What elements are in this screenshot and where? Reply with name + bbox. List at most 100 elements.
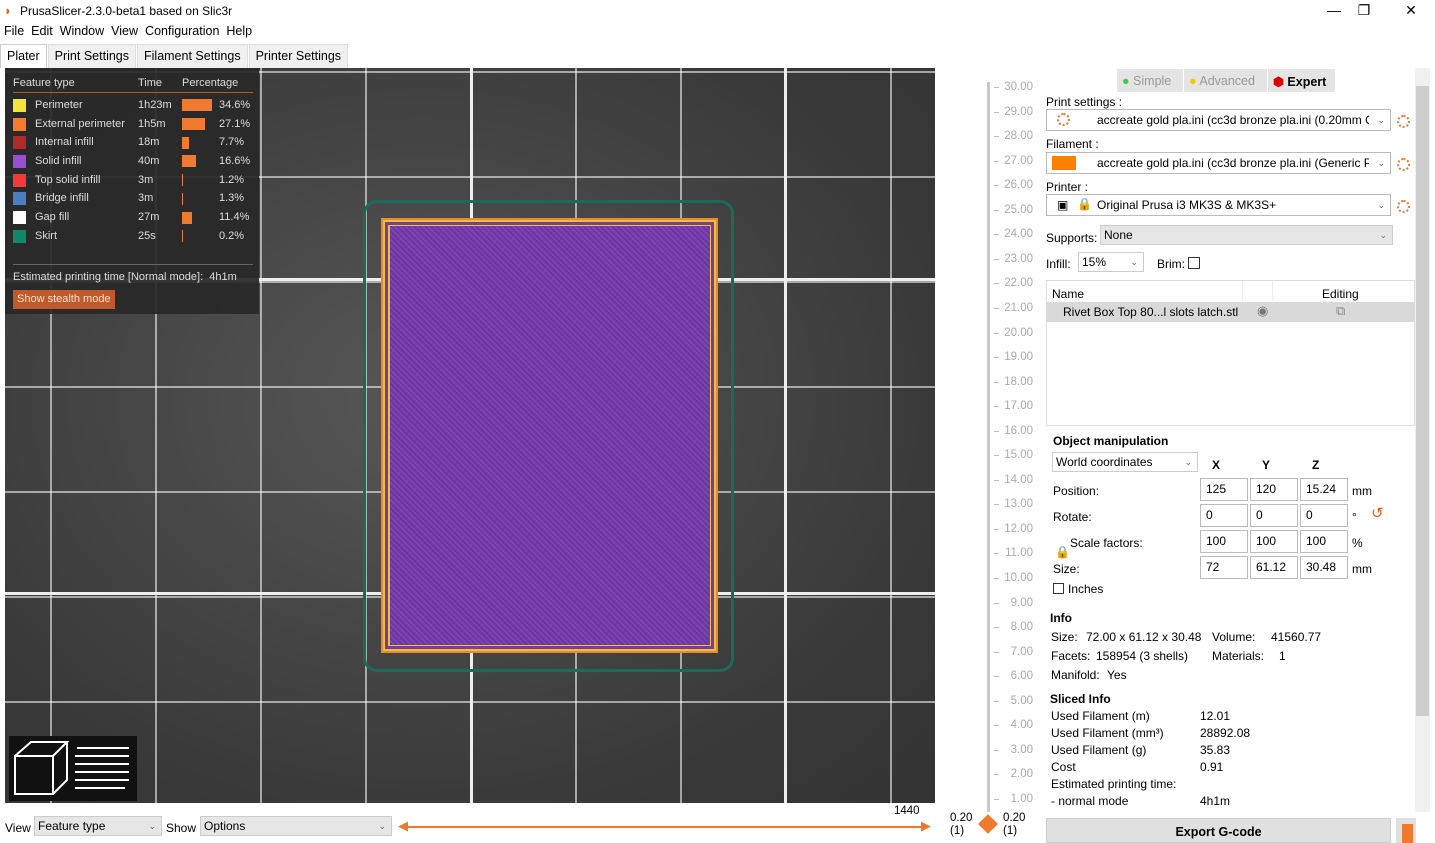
sidebar-scrollbar-thumb[interactable]: [1416, 86, 1429, 716]
brim-checkbox[interactable]: [1188, 257, 1200, 269]
legend-feature-name: Skirt: [35, 229, 57, 242]
tab-filament-settings[interactable]: Filament Settings: [137, 44, 248, 68]
sliced-info-value: 12.01: [1200, 709, 1231, 723]
layer-slider-track[interactable]: [987, 82, 990, 812]
tab-print-settings[interactable]: Print Settings: [47, 44, 136, 68]
legend-swatch: [13, 192, 26, 206]
scale-x-input[interactable]: 100: [1200, 530, 1248, 553]
brim-label: Brim:: [1157, 257, 1185, 271]
layer-tick: [994, 504, 999, 506]
3d-preview-canvas[interactable]: Feature type Time Percentage Perimeter 1…: [5, 68, 935, 803]
reset-rotation-icon[interactable]: ↺: [1371, 505, 1384, 522]
tab-plater[interactable]: Plater: [0, 44, 47, 68]
cube-view-icon[interactable]: [14, 741, 70, 795]
show-stealth-mode-button[interactable]: Show stealth mode: [13, 290, 115, 309]
position-z-input[interactable]: 15.24: [1300, 478, 1348, 501]
size-x-input[interactable]: 72: [1200, 556, 1248, 579]
layer-height-label: 17.00: [1004, 400, 1033, 413]
print-settings-select[interactable]: accreate gold pla.ini (cc3d bronze pla.i…: [1046, 109, 1391, 131]
coordinates-select[interactable]: World coordinates ⌄: [1052, 452, 1198, 472]
yellow-dot-icon: ●: [1189, 74, 1197, 88]
rotate-x-input[interactable]: 0: [1200, 504, 1248, 527]
mode-advanced-label: Advanced: [1199, 74, 1255, 88]
move-slider-track[interactable]: [402, 826, 928, 828]
size-z-input[interactable]: 30.48: [1300, 556, 1348, 579]
menu-view[interactable]: View: [111, 24, 139, 38]
size-y-input[interactable]: 61.12: [1250, 556, 1298, 579]
send-to-printer-button[interactable]: [1396, 818, 1416, 843]
close-button[interactable]: ✕: [1405, 2, 1417, 18]
legend-feature-name: Internal infill: [35, 136, 94, 149]
printer-gear-icon[interactable]: [1397, 200, 1410, 213]
layer-tick: [994, 209, 999, 211]
layer-tick: [994, 234, 999, 236]
legend-panel: Feature type Time Percentage Perimeter 1…: [5, 68, 259, 314]
legend-swatch: [13, 117, 26, 131]
object-name: Rivet Box Top 80...l slots latch.stl: [1063, 305, 1239, 319]
red-hexagon-icon: ⬢: [1273, 75, 1284, 89]
legend-bar-fill: [182, 174, 184, 187]
object-row[interactable]: Rivet Box Top 80...l slots latch.stl ◉ ⧉: [1047, 302, 1414, 322]
inches-label: Inches: [1068, 582, 1104, 596]
print-settings-gear-icon[interactable]: [1397, 115, 1410, 128]
position-y-input[interactable]: 120: [1250, 478, 1298, 501]
filament-gear-icon[interactable]: [1397, 158, 1410, 171]
scale-z-input[interactable]: 100: [1300, 530, 1348, 553]
legend-row: Gap fill 27m 11.4%: [13, 208, 258, 227]
show-options-select[interactable]: Options ⌄: [200, 816, 392, 836]
mode-advanced-button[interactable]: ● Advanced: [1184, 69, 1267, 92]
legend-percentage: 7.7%: [219, 136, 245, 149]
menu-window[interactable]: Window: [59, 24, 105, 38]
edit-settings-icon[interactable]: ⧉: [1336, 303, 1346, 318]
legend-row: Internal infill 18m 7.7%: [13, 133, 258, 152]
eye-icon[interactable]: ◉: [1257, 303, 1269, 318]
infill-select[interactable]: 15% ⌄: [1078, 252, 1144, 272]
mode-expert-button[interactable]: ⬢ Expert: [1268, 69, 1335, 92]
tab-printer-settings[interactable]: Printer Settings: [248, 44, 349, 68]
move-slider-left-thumb[interactable]: ◀: [398, 818, 408, 833]
legend-percentage: 16.6%: [219, 154, 251, 167]
rotate-z-input[interactable]: 0: [1300, 504, 1348, 527]
legend-bar-fill: [182, 136, 189, 149]
minimize-button[interactable]: —: [1327, 2, 1341, 18]
scale-y-input[interactable]: 100: [1250, 530, 1298, 553]
layer-tick: [994, 185, 999, 187]
maximize-button[interactable]: ❐: [1357, 2, 1371, 18]
layer-slider-thumb[interactable]: [978, 814, 998, 834]
legend-bar: [182, 211, 219, 224]
filament-select[interactable]: accreate gold pla.ini (cc3d bronze pla.i…: [1046, 152, 1391, 174]
sliced-info-title: Sliced Info: [1050, 692, 1111, 706]
layer-height-label: 5.00: [1010, 694, 1033, 707]
layer-height-label: 29.00: [1004, 105, 1033, 118]
menu-edit[interactable]: Edit: [31, 24, 53, 38]
legend-time: 25s: [138, 229, 156, 242]
supports-select[interactable]: None ⌄: [1100, 225, 1393, 245]
mode-simple-button[interactable]: ● Simple: [1117, 69, 1183, 92]
menu-configuration[interactable]: Configuration: [145, 24, 220, 38]
green-dot-icon: ●: [1122, 74, 1130, 88]
export-gcode-button[interactable]: Export G-code: [1046, 818, 1391, 843]
layer-tick: [994, 725, 999, 727]
scale-label: Scale factors:: [1070, 536, 1143, 550]
layer-tick: [994, 700, 999, 702]
legend-row: Top solid infill 3m 1.2%: [13, 171, 258, 190]
legend-time: 18m: [138, 136, 160, 149]
menu-file[interactable]: File: [4, 24, 25, 38]
layer-height-label: 25.00: [1004, 203, 1033, 216]
inches-checkbox[interactable]: [1053, 583, 1064, 594]
legend-time: 40m: [138, 154, 160, 167]
rotate-y-input[interactable]: 0: [1250, 504, 1298, 527]
legend-feature-name: Bridge infill: [35, 192, 89, 205]
printer-select[interactable]: ▣ 🔒 Original Prusa i3 MK3S & MK3S+ ⌄: [1046, 194, 1391, 216]
layers-view-icon[interactable]: [75, 747, 129, 789]
legend-time: 1h23m: [138, 98, 172, 111]
lock-scale-icon[interactable]: 🔒: [1055, 545, 1070, 559]
filament-color-swatch[interactable]: [1052, 156, 1076, 170]
layer-height-label: 9.00: [1010, 596, 1033, 609]
legend-bar: [182, 118, 219, 131]
view-type-select[interactable]: Feature type ⌄: [34, 816, 162, 836]
legend-col-time: Time: [138, 77, 163, 89]
move-slider-right-thumb[interactable]: ▶: [921, 818, 931, 833]
menu-help[interactable]: Help: [226, 24, 253, 38]
position-x-input[interactable]: 125: [1200, 478, 1248, 501]
